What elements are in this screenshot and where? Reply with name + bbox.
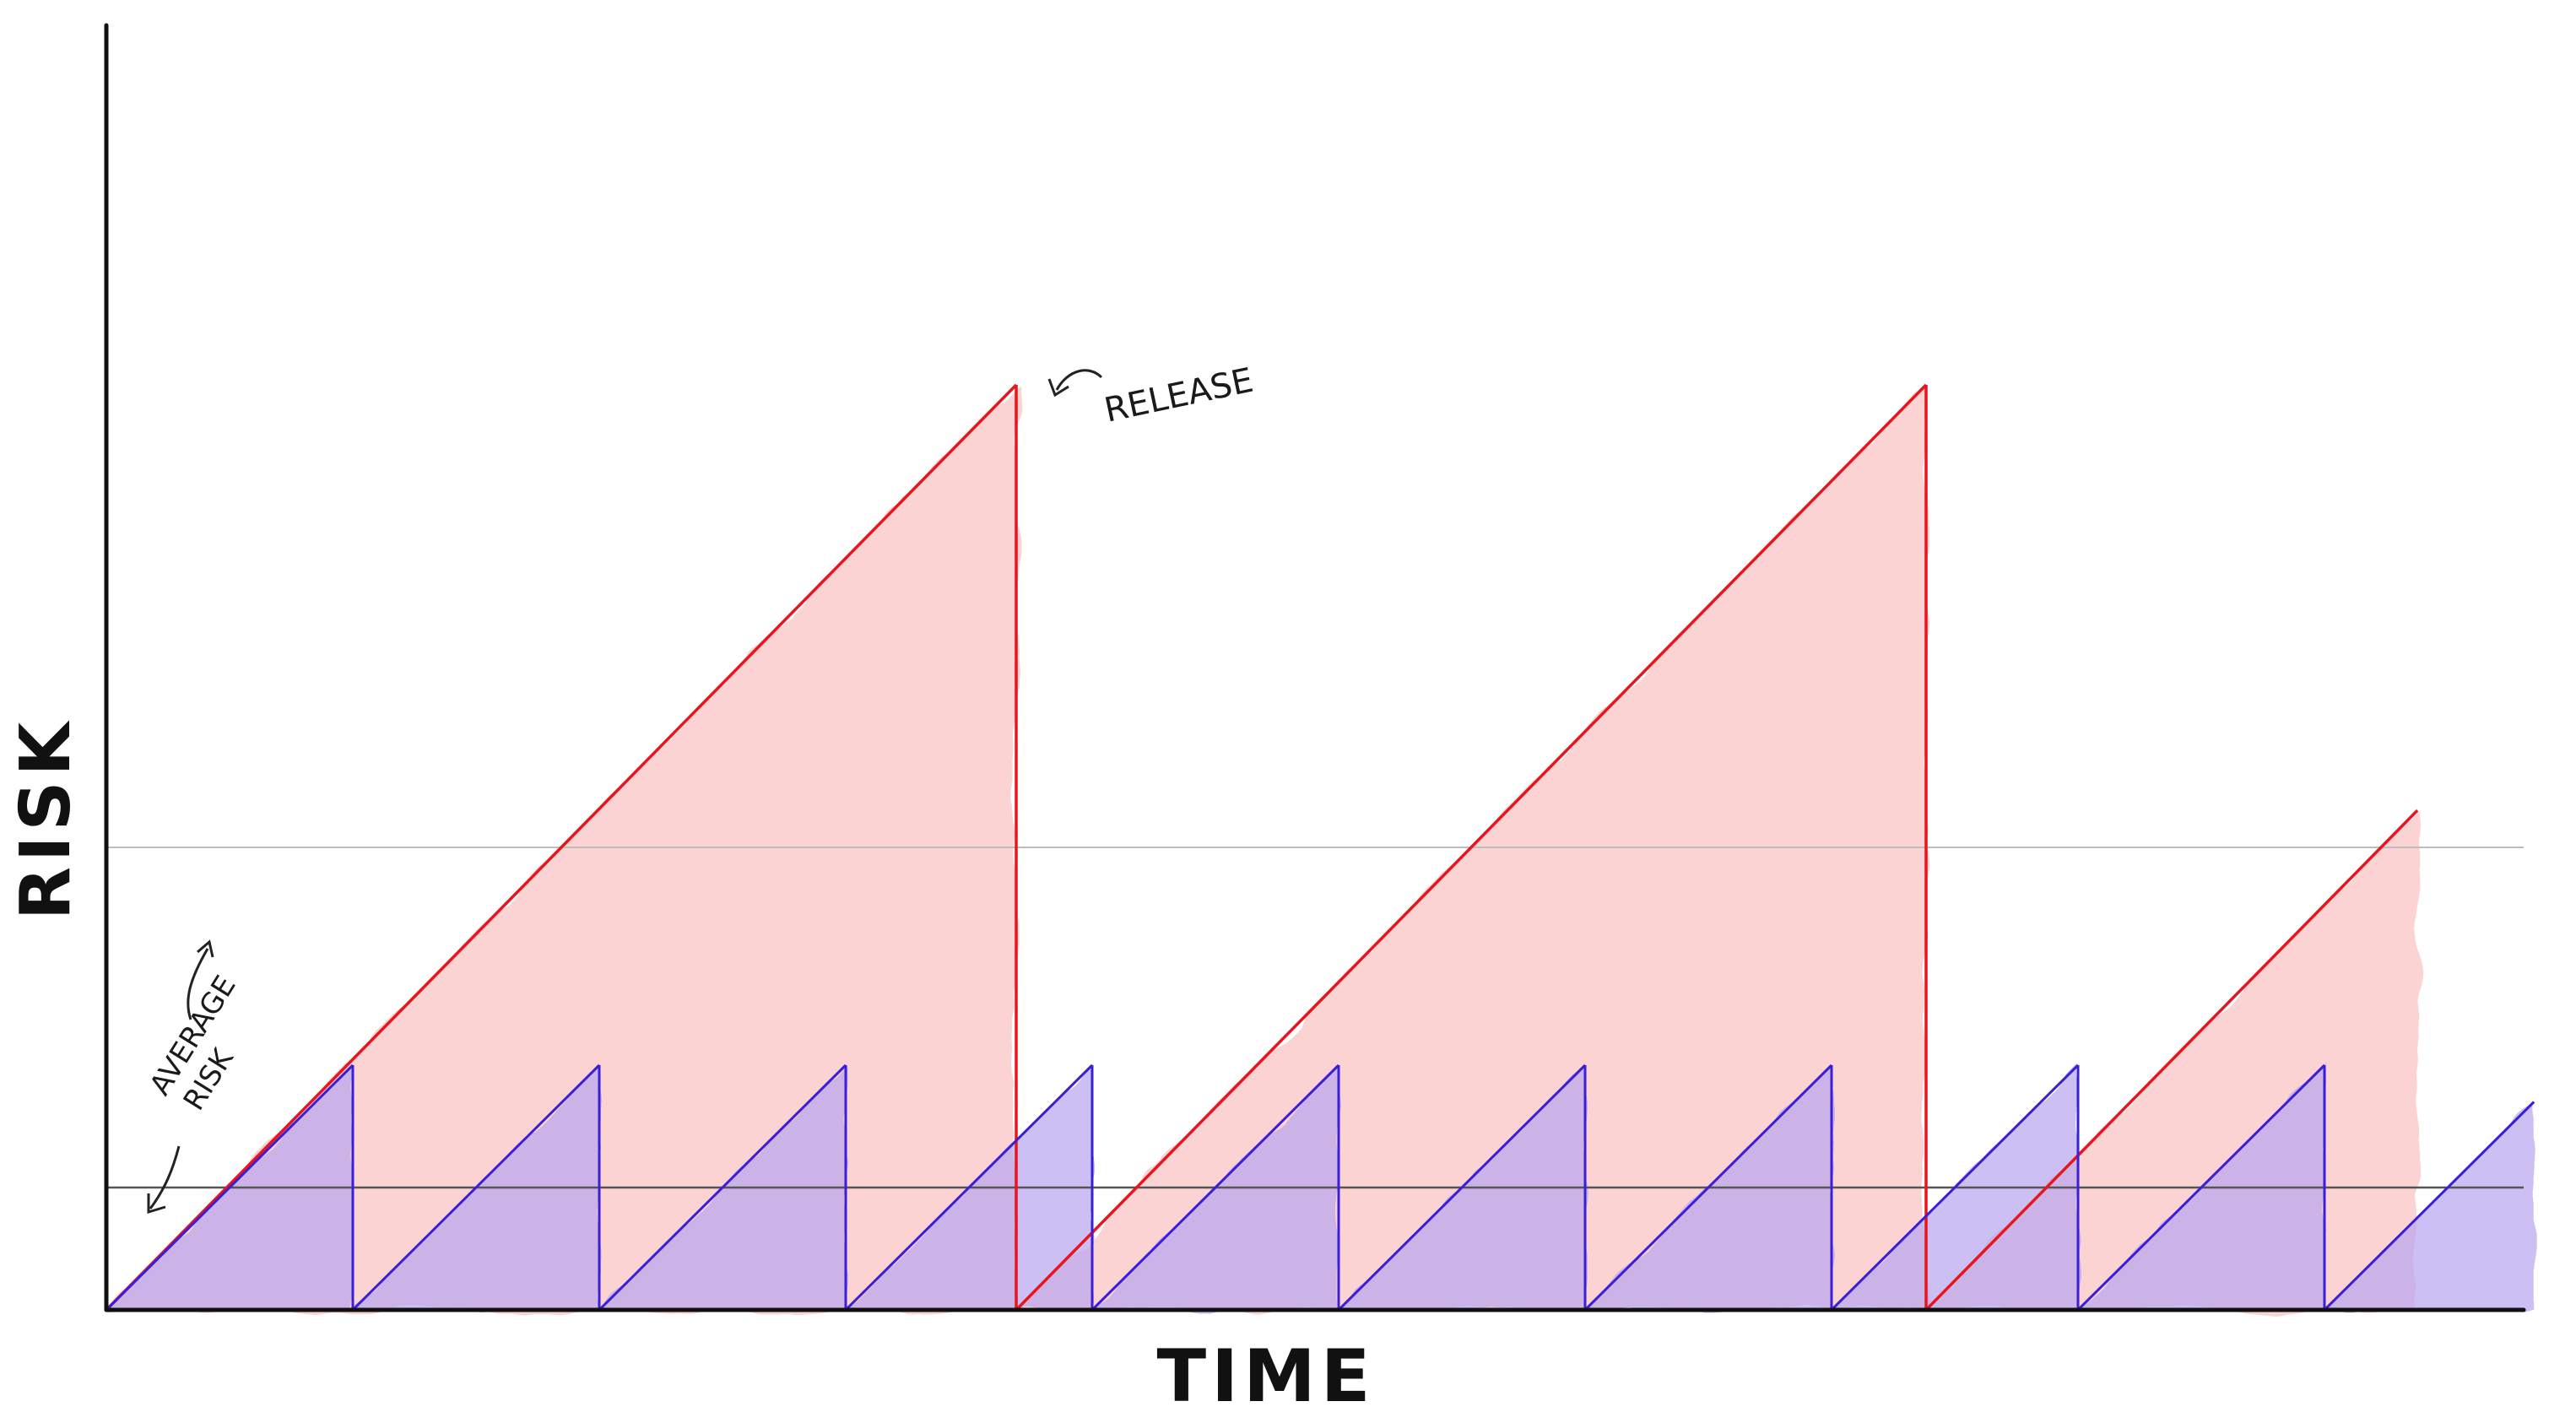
blue-cycle-ramp <box>598 1063 847 1312</box>
blue-cycle-ramp <box>105 1063 354 1312</box>
average-risk-down-arrowhead-icon <box>147 1193 166 1215</box>
blue-cycle-ramp <box>1337 1063 1587 1312</box>
red-cycle-ramp <box>1924 809 2419 1312</box>
release-label: RELEASE <box>1101 361 1257 430</box>
release-arrowhead-icon <box>1047 378 1069 398</box>
average-risk-up-arrowhead-icon <box>197 939 214 958</box>
blue-cycle-ramp <box>1830 1063 2080 1312</box>
blue-cycle-ramp <box>351 1063 601 1312</box>
average-risk-down-arrow-icon <box>149 1145 181 1209</box>
blue-cycle-ramp <box>1090 1063 1340 1312</box>
y-axis-label: RISK <box>6 717 86 920</box>
release-annotation: RELEASE <box>1047 361 1257 430</box>
blue-cycle-ramp <box>2076 1063 2326 1312</box>
infrequent-release-sawtooth <box>105 383 2419 1312</box>
average-risk-annotation: AVERAGE RISK <box>143 939 243 1215</box>
red-cycle-ramp <box>1015 383 1928 1312</box>
blue-cycle-ramp <box>2323 1101 2535 1312</box>
red-cycle-ramp <box>105 383 1018 1312</box>
frequent-release-sawtooth <box>105 1063 2535 1312</box>
blue-cycle-ramp <box>844 1063 1094 1312</box>
release-arrow-icon <box>1055 369 1103 391</box>
average-risk-up-arrow-icon <box>187 948 209 1020</box>
x-axis-label: TIME <box>1157 1334 1376 1419</box>
blue-cycle-ramp <box>1583 1063 1833 1312</box>
